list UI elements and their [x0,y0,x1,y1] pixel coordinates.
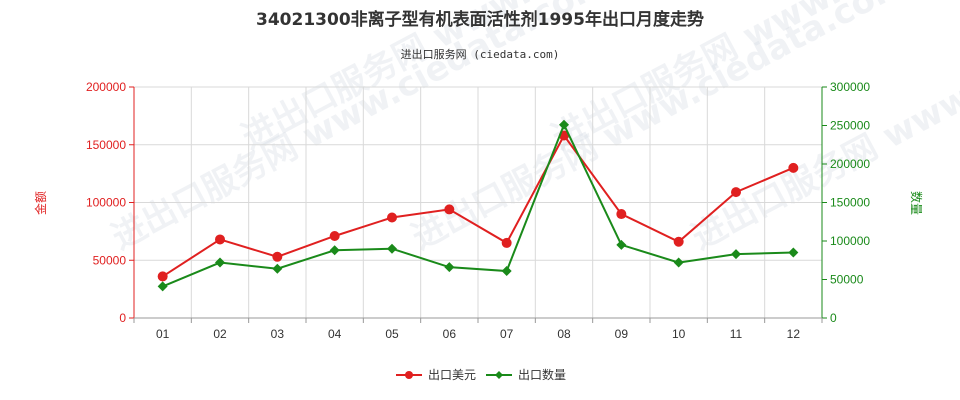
legend-swatch-marker [405,371,413,379]
x-tick-label: 01 [156,327,170,341]
legend-label: 出口数量 [518,367,566,382]
right-tick-label: 250000 [830,119,870,133]
x-tick-label: 10 [672,327,686,341]
right-tick-label: 300000 [830,80,870,94]
data-point [329,230,340,241]
right-tick-label: 200000 [830,157,870,171]
legend-label: 出口美元 [428,368,476,382]
series-2 [157,119,799,292]
data-point [444,204,455,215]
data-point [272,263,283,274]
legend-item: 出口美元 [396,368,476,382]
series-1 [157,130,799,282]
x-tick-label: 11 [730,327,743,341]
data-point [387,212,397,223]
data-point [673,257,684,268]
grid [133,86,823,319]
data-point [616,239,627,250]
left-tick-label: 150000 [86,138,126,152]
left-tick-label: 50000 [93,253,127,267]
left-axis-label: 金额 [33,191,48,215]
x-tick-label: 05 [385,327,399,341]
data-point [444,262,455,273]
x-axis-ticks: 01 02 03 04 05 06 07 08 09 10 11 12 [133,318,823,341]
right-tick-label: 100000 [830,234,870,248]
x-tick-label: 09 [615,327,629,341]
right-axis-label: 数量 [909,191,924,215]
data-point [673,236,684,247]
left-axis-ticks: 0 50000 100000 150000 200000 [86,80,134,325]
series-line [162,122,794,288]
data-point [501,237,512,248]
chart-title: 34021300非离子型有机表面活性剂1995年出口月度走势 [256,9,704,30]
data-point [559,119,569,130]
data-point [215,234,225,245]
data-point [788,247,799,258]
x-tick-label: 04 [328,327,342,341]
chart-subtitle: 进出口服务网 (ciedata.com) [401,47,560,61]
left-tick-label: 0 [119,311,126,325]
right-axis-ticks: 0 50000 100000 150000 200000 250000 300000 [822,80,870,325]
data-point [157,271,168,282]
legend: 出口美元 出口数量 [396,367,566,382]
x-tick-label: 07 [500,327,514,341]
right-tick-label: 150000 [830,196,870,210]
data-point [731,249,741,260]
legend-item: 出口数量 [486,367,566,382]
data-point [788,162,799,173]
right-tick-label: 50000 [830,273,864,287]
left-tick-label: 100000 [86,196,126,210]
x-tick-label: 06 [443,327,457,341]
x-tick-label: 08 [557,327,571,341]
data-point [616,209,627,220]
series-line [162,133,794,278]
watermark-text: 进出口服务网 www.ciedata.com [105,0,613,258]
data-point [157,281,168,292]
data-point [387,243,397,254]
data-point [329,245,340,256]
data-point [731,187,741,198]
x-tick-label: 02 [213,327,227,341]
right-tick-label: 0 [830,311,837,325]
series-layer [157,119,799,292]
x-tick-label: 12 [787,327,801,341]
data-point [215,257,225,268]
data-point [501,266,512,277]
left-tick-label: 200000 [86,80,126,94]
x-tick-label: 03 [271,327,285,341]
data-point [272,251,283,262]
legend-swatch-marker [495,371,503,379]
